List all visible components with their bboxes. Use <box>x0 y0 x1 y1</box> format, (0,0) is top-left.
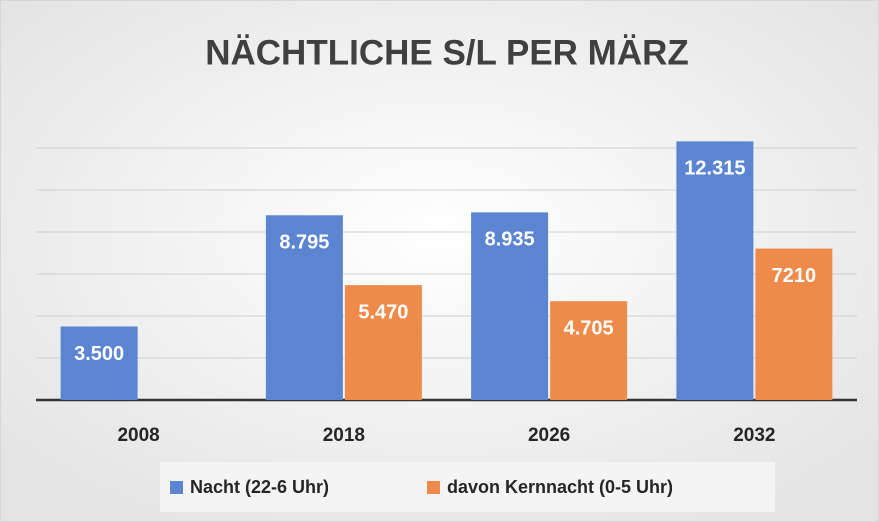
x-tick-label: 2032 <box>733 425 775 446</box>
bar <box>471 212 549 400</box>
bar <box>676 141 754 400</box>
data-label: 3.500 <box>74 343 124 365</box>
x-tick-label: 2008 <box>117 425 159 446</box>
x-tick-label: 2018 <box>323 425 365 446</box>
data-label: 8.795 <box>279 232 329 254</box>
legend-label: Nacht (22-6 Uhr) <box>190 477 329 497</box>
bar <box>755 248 833 400</box>
chart-title: NÄCHTLICHE S/L PER MÄRZ <box>205 33 689 72</box>
legend-label: davon Kernnacht (0-5 Uhr) <box>447 477 673 497</box>
data-label: 12.315 <box>684 158 745 180</box>
data-label: 7210 <box>772 265 817 287</box>
bar <box>60 326 138 400</box>
legend-swatch <box>427 481 440 494</box>
data-label: 5.470 <box>358 301 408 323</box>
data-label: 4.705 <box>564 317 614 339</box>
bar <box>344 285 422 400</box>
x-tick-label: 2026 <box>528 425 570 446</box>
bar <box>265 215 343 400</box>
legend-swatch <box>170 481 183 494</box>
legend-box <box>160 462 775 512</box>
data-label: 8.935 <box>485 229 535 251</box>
bar <box>550 301 628 400</box>
